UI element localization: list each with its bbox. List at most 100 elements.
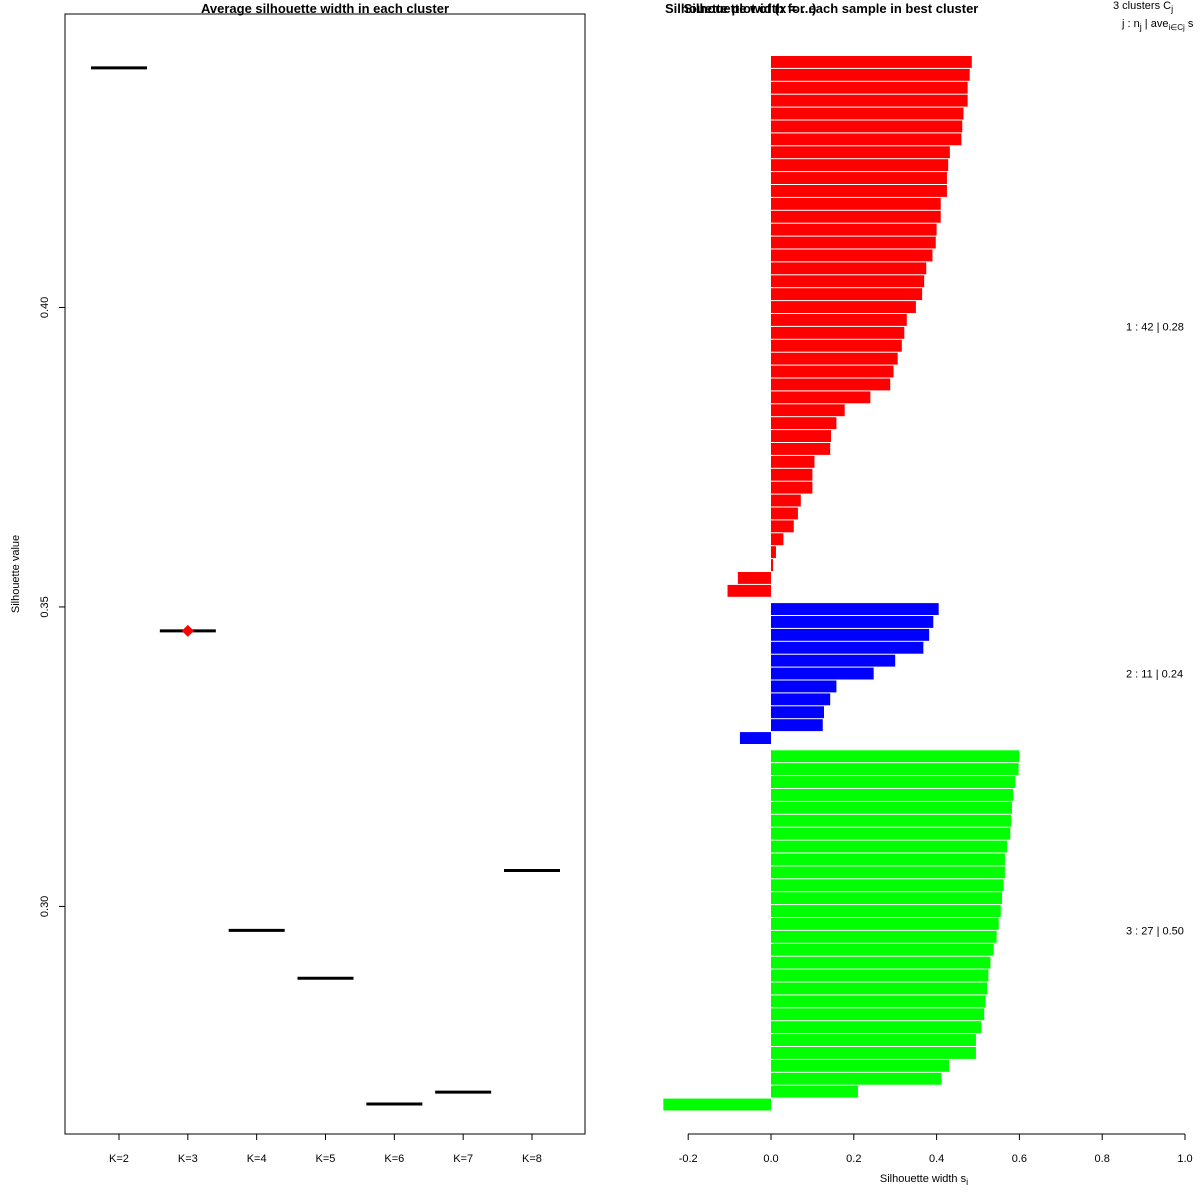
silhouette-bar xyxy=(771,249,933,262)
right-x-axis-label: Silhouette width si xyxy=(880,1173,968,1187)
left-x-tick-label: K=4 xyxy=(247,1153,267,1165)
silhouette-bar xyxy=(771,750,1020,763)
silhouette-bar xyxy=(771,68,970,81)
silhouette-bar xyxy=(771,288,923,301)
silhouette-bar xyxy=(771,81,968,94)
silhouette-bar xyxy=(727,584,771,597)
silhouette-bar xyxy=(771,603,939,615)
silhouette-bar xyxy=(771,801,1012,814)
right-x-tick-label: 0.6 xyxy=(1012,1153,1027,1165)
silhouette-bar xyxy=(771,185,947,197)
silhouette-bar xyxy=(771,365,894,378)
silhouette-bar xyxy=(771,814,1012,827)
left-x-tick-label: K=5 xyxy=(316,1153,336,1165)
silhouette-bar xyxy=(771,197,941,210)
left-x-tick-label: K=6 xyxy=(384,1153,404,1165)
silhouette-bar xyxy=(771,654,896,667)
silhouette-bar xyxy=(771,1034,976,1046)
silhouette-bar xyxy=(771,133,962,146)
silhouette-bar xyxy=(771,879,1004,892)
silhouette-bar xyxy=(771,520,794,533)
silhouette-bar xyxy=(771,853,1005,866)
silhouette-bar xyxy=(771,969,989,982)
left-y-tick-label: 0.40 xyxy=(39,297,51,318)
silhouette-bar xyxy=(771,930,997,943)
silhouette-bar xyxy=(771,481,813,494)
silhouette-bar xyxy=(771,763,1019,776)
cluster-summary-label: 1 : 42 | 0.28 xyxy=(1126,321,1184,333)
sample-silhouette-panel: Silhouette plot of (x = ...) Silhouette … xyxy=(663,0,1194,1187)
silhouette-bar xyxy=(771,616,934,628)
silhouette-bar xyxy=(771,546,776,559)
silhouette-bar xyxy=(771,391,871,404)
silhouette-bar xyxy=(771,159,949,172)
silhouette-bar xyxy=(771,120,963,133)
silhouette-bar xyxy=(771,314,907,326)
silhouette-bar xyxy=(771,789,1014,801)
silhouette-bar xyxy=(771,172,947,184)
silhouette-bar xyxy=(771,339,902,352)
silhouette-bar xyxy=(771,443,831,455)
silhouette-bar xyxy=(771,507,798,520)
silhouette-bar xyxy=(771,1021,982,1034)
silhouette-bar xyxy=(771,146,950,159)
right-x-tick-label: 0.2 xyxy=(846,1153,861,1165)
silhouette-bar xyxy=(771,378,891,391)
silhouette-bar xyxy=(663,1098,771,1111)
silhouette-bar xyxy=(771,641,924,654)
silhouette-bar xyxy=(771,430,832,442)
silhouette-bar xyxy=(771,301,916,313)
silhouette-bar xyxy=(771,719,823,732)
silhouette-bar xyxy=(771,1059,950,1072)
cluster-header-line-1: 3 clusters Cj xyxy=(1113,0,1173,14)
silhouette-bar xyxy=(771,956,991,969)
silhouette-bar xyxy=(771,693,831,706)
right-x-tick-label: 0.0 xyxy=(763,1153,778,1165)
left-chart-title: Average silhouette width in each cluster xyxy=(201,1,449,16)
left-x-tick-label: K=8 xyxy=(522,1153,542,1165)
silhouette-bar xyxy=(771,262,927,275)
silhouette-bar xyxy=(771,417,837,430)
silhouette-bar xyxy=(771,223,937,236)
silhouette-bar xyxy=(771,840,1007,853)
silhouette-bar xyxy=(771,995,986,1008)
left-plot-frame xyxy=(64,13,586,1135)
right-x-tick-label: 1.0 xyxy=(1177,1153,1192,1165)
left-x-tick-label: K=3 xyxy=(178,1153,198,1165)
right-chart-title: Silhouette width for each sample in best… xyxy=(684,1,979,16)
silhouette-bar xyxy=(771,1047,976,1059)
silhouette-bar xyxy=(771,1008,985,1021)
silhouette-bar xyxy=(771,326,905,339)
silhouette-bar xyxy=(771,827,1011,840)
silhouette-bar xyxy=(771,559,774,571)
right-x-tick-label: -0.2 xyxy=(679,1153,698,1165)
silhouette-bar xyxy=(771,892,1003,905)
left-y-axis-label: Silhouette value xyxy=(10,535,22,613)
silhouette-bar xyxy=(737,572,771,584)
left-y-tick-label: 0.30 xyxy=(39,896,51,917)
silhouette-bar xyxy=(771,943,994,956)
left-x-tick-label: K=2 xyxy=(109,1153,129,1165)
cluster-summary-label: 2 : 11 | 0.24 xyxy=(1126,669,1183,681)
silhouette-bar xyxy=(771,1072,942,1085)
silhouette-bar xyxy=(771,680,837,693)
silhouette-bar xyxy=(771,210,941,223)
right-x-tick-label: 0.4 xyxy=(929,1153,944,1165)
silhouette-bar xyxy=(771,1085,858,1098)
silhouette-bar xyxy=(771,275,925,288)
silhouette-bar xyxy=(771,455,815,468)
right-x-tick-label: 0.8 xyxy=(1095,1153,1110,1165)
cluster-summary-label: 3 : 27 | 0.50 xyxy=(1126,925,1184,937)
silhouette-bar xyxy=(739,732,771,744)
silhouette-bar xyxy=(771,236,936,249)
cluster-header-line-2: j : nj | avei∈Cj s xyxy=(1121,18,1194,32)
silhouette-bar xyxy=(771,905,1001,917)
silhouette-bar xyxy=(771,706,824,719)
best-k-marker xyxy=(181,624,194,637)
silhouette-bar xyxy=(771,533,784,546)
silhouette-bar xyxy=(771,468,813,481)
right-chart-overlapped-title: Silhouette plot of (x = ...) xyxy=(665,1,816,16)
silhouette-bar xyxy=(771,866,1005,879)
silhouette-bar xyxy=(771,107,964,120)
